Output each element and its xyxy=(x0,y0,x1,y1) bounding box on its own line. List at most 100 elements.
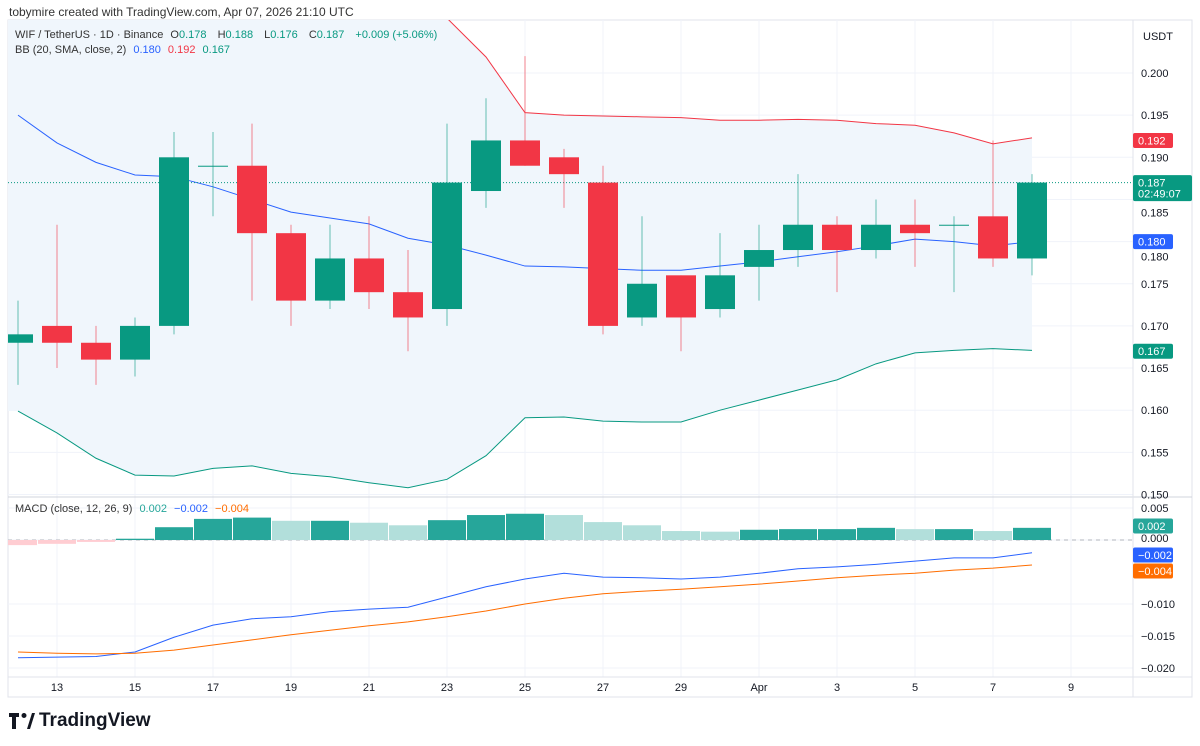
price-badge[interactable]: 0.180 xyxy=(1133,234,1173,250)
macd-badge[interactable]: −0.002 xyxy=(1133,547,1173,563)
candle-body xyxy=(315,258,345,301)
price-badge-bg xyxy=(1133,234,1173,250)
candle[interactable] xyxy=(198,132,228,217)
candle-body xyxy=(627,283,657,318)
macd-histogram-bar xyxy=(8,540,37,546)
change-value: +0.009 (+5.06%) xyxy=(355,29,438,41)
candle[interactable] xyxy=(393,250,423,352)
time-axis-label[interactable]: 19 xyxy=(285,682,297,694)
candle[interactable] xyxy=(471,98,501,208)
symbol-name[interactable]: WIF / TetherUS · 1D · Binance xyxy=(15,29,164,41)
macd-histogram-bar xyxy=(779,529,817,540)
open-label: O xyxy=(170,29,179,41)
candle-body xyxy=(81,342,111,360)
candle[interactable] xyxy=(939,216,969,293)
candle[interactable] xyxy=(1017,174,1047,276)
candle[interactable] xyxy=(3,300,33,385)
candle[interactable] xyxy=(900,199,930,267)
price-pane[interactable] xyxy=(3,0,1133,489)
tradingview-logo[interactable]: TradingView xyxy=(9,710,151,732)
symbol-legend: WIF / TetherUS · 1D · Binance O0.178 H0.… xyxy=(15,29,441,41)
candle[interactable] xyxy=(744,224,774,301)
macd-histogram-bar xyxy=(818,529,856,540)
price-axis-label[interactable]: 0.150 xyxy=(1141,490,1169,502)
macd-badge[interactable]: 0.002 xyxy=(1133,518,1173,534)
candle[interactable] xyxy=(276,224,306,326)
price-axis-label[interactable]: 0.180 xyxy=(1141,252,1169,264)
macd-axis-label[interactable]: 0.005 xyxy=(1141,503,1169,515)
macd-axis-label[interactable]: −0.010 xyxy=(1141,599,1175,611)
time-axis-label[interactable]: 9 xyxy=(1068,682,1074,694)
close-value: 0.187 xyxy=(316,29,345,41)
candle-body xyxy=(354,258,384,293)
time-axis-label[interactable]: 7 xyxy=(990,682,996,694)
price-axis-label[interactable]: 0.175 xyxy=(1141,279,1169,291)
candle[interactable] xyxy=(120,317,150,377)
candle[interactable] xyxy=(237,123,267,301)
time-axis-label[interactable]: 15 xyxy=(129,682,141,694)
macd-histogram-bar xyxy=(935,529,973,540)
bb-lower-value: 0.167 xyxy=(202,44,231,56)
candle[interactable] xyxy=(783,174,813,267)
time-axis-label[interactable]: 29 xyxy=(675,682,687,694)
candle-body xyxy=(159,157,189,326)
candle[interactable] xyxy=(588,165,618,335)
macd-axis-label[interactable]: −0.015 xyxy=(1141,631,1175,643)
candle[interactable] xyxy=(315,224,345,310)
price-badge-countdown: 02:49:07 xyxy=(1138,189,1181,201)
time-axis-label[interactable]: 27 xyxy=(597,682,609,694)
candle[interactable] xyxy=(159,132,189,335)
price-badge[interactable]: 0.167 xyxy=(1133,343,1173,359)
candle[interactable] xyxy=(861,199,891,259)
candle-body xyxy=(744,250,774,267)
price-axis-label[interactable]: 0.200 xyxy=(1141,68,1169,80)
time-axis-label[interactable]: 3 xyxy=(834,682,840,694)
macd-pane[interactable] xyxy=(0,513,1133,659)
time-axis-label[interactable]: 21 xyxy=(363,682,375,694)
macd-legend[interactable]: MACD (close, 12, 26, 9) 0.002 −0.002 −0.… xyxy=(15,503,253,515)
macd-histogram-bar xyxy=(467,515,505,540)
bb-legend[interactable]: BB (20, SMA, close, 2) 0.180 0.192 0.167 xyxy=(15,44,234,56)
candle[interactable] xyxy=(81,325,111,385)
candle[interactable] xyxy=(978,140,1008,267)
candle[interactable] xyxy=(510,56,540,166)
macd-histogram-bar xyxy=(740,529,778,540)
macd-histogram-bar xyxy=(1013,527,1051,540)
macd-axis-label[interactable]: 0.000 xyxy=(1141,533,1169,545)
price-axis-label[interactable]: 0.190 xyxy=(1141,152,1169,164)
time-axis-label[interactable]: Apr xyxy=(750,682,767,694)
candle[interactable] xyxy=(549,148,579,208)
time-axis-label[interactable]: 13 xyxy=(51,682,63,694)
time-axis-label[interactable]: 25 xyxy=(519,682,531,694)
price-axis-label[interactable]: 0.160 xyxy=(1141,405,1169,417)
currency-label[interactable]: USDT xyxy=(1143,31,1173,43)
candle[interactable] xyxy=(42,224,72,369)
candle[interactable] xyxy=(432,123,462,326)
time-axis-label[interactable]: 5 xyxy=(912,682,918,694)
price-axis-label[interactable]: 0.185 xyxy=(1141,207,1169,219)
price-axis-label[interactable]: 0.195 xyxy=(1141,110,1169,122)
candle[interactable] xyxy=(666,275,696,352)
candle[interactable] xyxy=(627,216,657,326)
macd-histogram-bar xyxy=(38,540,76,544)
time-axis-label[interactable]: 23 xyxy=(441,682,453,694)
macd-label[interactable]: MACD (close, 12, 26, 9) xyxy=(15,503,133,515)
candle-body xyxy=(1017,182,1047,259)
macd-axis-label[interactable]: −0.020 xyxy=(1141,663,1175,675)
candle-body xyxy=(822,224,852,251)
candle[interactable] xyxy=(354,216,384,310)
candle[interactable] xyxy=(705,233,735,318)
macd-badge[interactable]: −0.004 xyxy=(1133,563,1173,579)
time-axis-label[interactable]: 17 xyxy=(207,682,219,694)
price-badge[interactable]: 0.192 xyxy=(1133,132,1173,148)
candle-body xyxy=(510,140,540,166)
price-axis-label[interactable]: 0.170 xyxy=(1141,321,1169,333)
price-axis-label[interactable]: 0.155 xyxy=(1141,447,1169,459)
bb-label[interactable]: BB (20, SMA, close, 2) xyxy=(15,44,127,56)
price-axis-label[interactable]: 0.165 xyxy=(1141,363,1169,375)
price-badge-bg xyxy=(1133,343,1173,359)
candle[interactable] xyxy=(822,216,852,293)
macd-badge-text: −0.004 xyxy=(1138,566,1172,578)
